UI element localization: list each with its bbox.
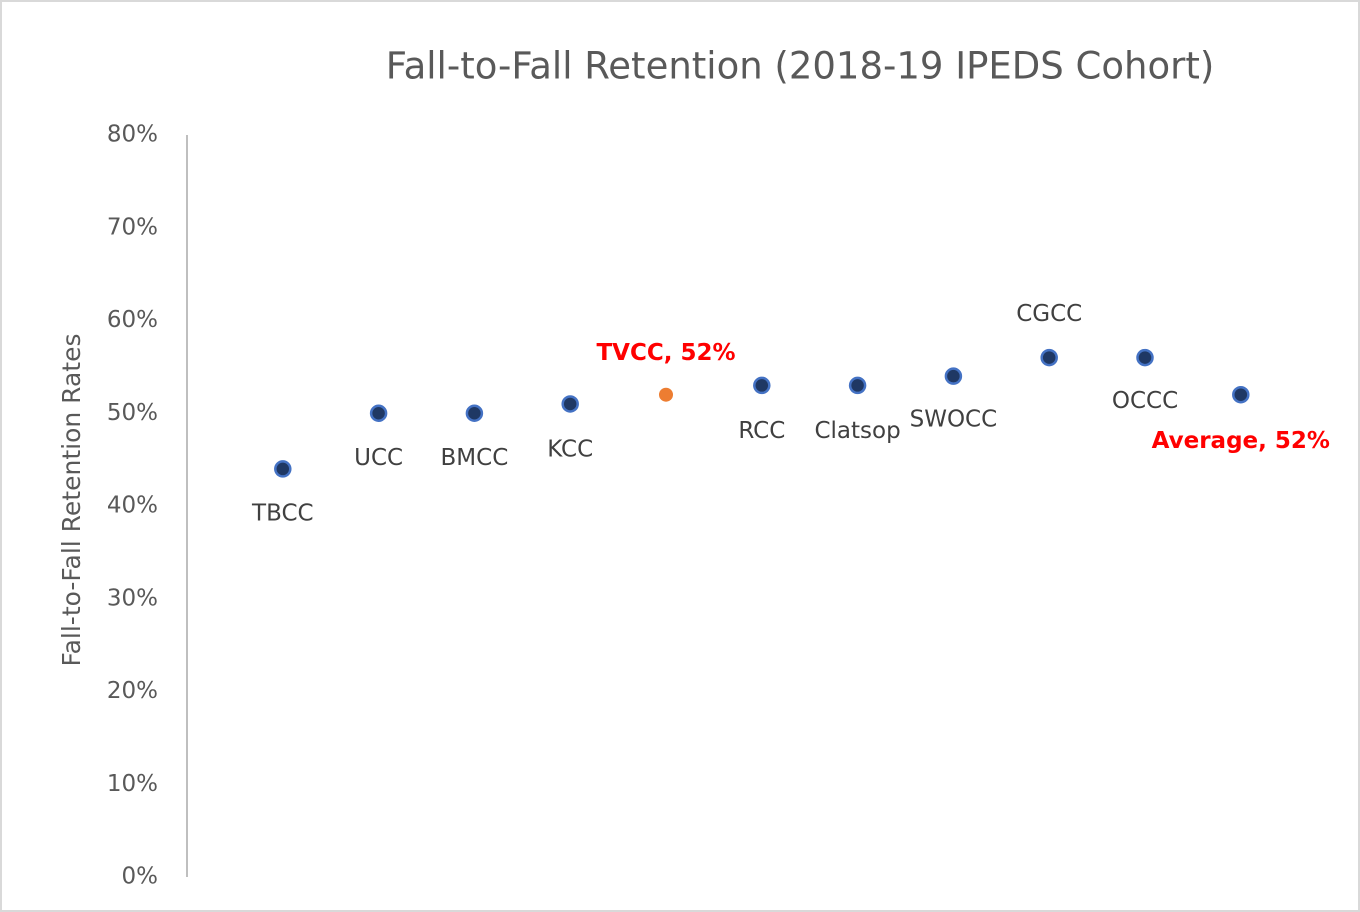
data-point: [1232, 385, 1250, 404]
data-label: RCC: [738, 418, 785, 444]
data-label: TVCC, 52%: [596, 340, 735, 366]
data-label: OCCC: [1112, 388, 1178, 414]
y-tick-label: 20%: [107, 678, 158, 704]
y-tick-label: 40%: [107, 493, 158, 519]
y-tick-label: 30%: [107, 585, 158, 611]
data-label: Average, 52%: [1152, 428, 1330, 454]
data-label: TBCC: [251, 500, 314, 526]
data-point: [561, 395, 579, 413]
data-point: [944, 367, 963, 385]
data-point: [1040, 348, 1058, 367]
y-tick-label: 50%: [107, 400, 158, 426]
data-point: [465, 404, 484, 422]
chart-title: Fall-to-Fall Retention (2018-19 IPEDS Co…: [386, 45, 1215, 88]
data-label: SWOCC: [910, 407, 998, 433]
y-tick-label: 10%: [107, 771, 158, 797]
data-label: Clatsop: [814, 418, 900, 444]
data-point: [274, 460, 292, 478]
data-label: KCC: [547, 436, 593, 462]
y-axis-title: Fall-to-Fall Retention Rates: [57, 334, 86, 667]
data-label: CGCC: [1016, 301, 1082, 327]
data-point: [369, 404, 388, 422]
data-point: [753, 376, 771, 395]
data-point: [848, 376, 867, 395]
data-point: [659, 387, 673, 402]
data-label: UCC: [354, 445, 403, 471]
y-tick-label: 70%: [107, 214, 158, 240]
data-label: BMCC: [441, 445, 509, 471]
y-tick-label: 60%: [107, 307, 158, 333]
y-tick-label: 0%: [122, 864, 159, 890]
data-point: [1136, 348, 1154, 367]
y-tick-label: 80%: [107, 122, 158, 148]
